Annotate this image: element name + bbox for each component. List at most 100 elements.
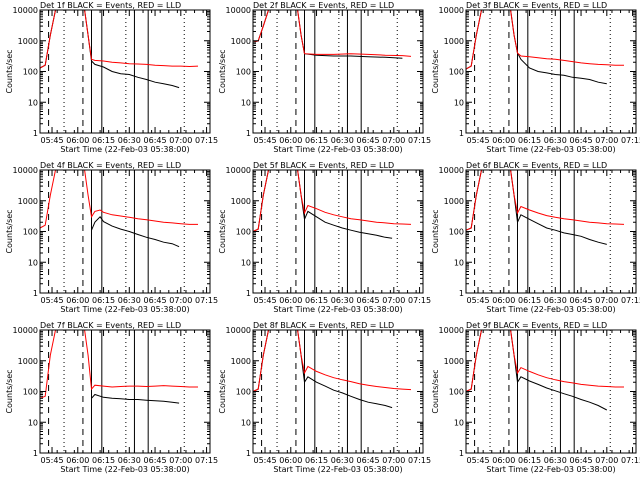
x-tick-label: 06:00 [279, 296, 302, 305]
x-axis-label: Start Time (22-Feb-03 05:38:00) [60, 305, 189, 314]
y-tick-label: 10000 [439, 6, 464, 15]
x-tick-label: 06:15 [518, 136, 541, 145]
x-tick-label: 07:15 [621, 296, 640, 305]
x-tick-label: 06:30 [544, 136, 567, 145]
x-tick-label: 06:00 [66, 296, 89, 305]
x-axis-label: Start Time (22-Feb-03 05:38:00) [273, 305, 402, 314]
x-tick-label: 06:45 [144, 136, 167, 145]
series-lld-line [39, 329, 198, 399]
x-tick-label: 07:00 [382, 296, 405, 305]
y-tick-label: 10 [241, 418, 251, 427]
y-tick-label: 100 [23, 228, 38, 237]
x-tick-label: 07:00 [169, 296, 192, 305]
x-tick-label: 06:15 [305, 456, 328, 465]
chart-title: Det 8f BLACK = Events, RED = LLD [253, 321, 394, 330]
chart-title: Det 3f BLACK = Events, RED = LLD [466, 1, 607, 10]
x-tick-label: 06:30 [118, 296, 141, 305]
series-events-line [465, 9, 607, 85]
x-tick-label: 06:30 [331, 296, 354, 305]
y-tick-label: 1 [246, 449, 251, 458]
y-tick-label: 1 [459, 129, 464, 138]
x-tick-label: 05:45 [466, 136, 489, 145]
y-tick-label: 1 [459, 449, 464, 458]
y-tick-label: 10 [28, 98, 38, 107]
x-tick-label: 07:15 [621, 456, 640, 465]
x-axis-label: Start Time (22-Feb-03 05:38:00) [486, 305, 615, 314]
y-tick-label: 1000 [231, 357, 251, 366]
chart-panel: Det 2f BLACK = Events, RED = LLD 1 10 100 10… [218, 1, 431, 154]
x-tick-label: 06:45 [570, 296, 593, 305]
x-tick-label: 06:15 [92, 456, 115, 465]
y-tick-label: 1 [246, 289, 251, 298]
series-events-line [465, 169, 607, 245]
chart-panel: Det 5f BLACK = Events, RED = LLD 1 10 100 10… [218, 161, 431, 314]
y-tick-label: 100 [236, 228, 251, 237]
x-tick-label: 06:00 [279, 136, 302, 145]
x-tick-label: 06:15 [92, 136, 115, 145]
x-tick-label: 07:00 [169, 136, 192, 145]
y-tick-label: 1000 [18, 197, 38, 206]
y-tick-label: 100 [449, 388, 464, 397]
x-axis-label: Start Time (22-Feb-03 05:38:00) [486, 465, 615, 474]
x-tick-label: 06:30 [118, 456, 141, 465]
x-tick-label: 07:00 [595, 136, 618, 145]
y-tick-label: 10 [454, 258, 464, 267]
x-tick-label: 05:45 [40, 136, 63, 145]
y-tick-label: 100 [236, 388, 251, 397]
x-tick-label: 06:45 [357, 136, 380, 145]
x-tick-label: 05:45 [466, 456, 489, 465]
chart-title: Det 9f BLACK = Events, RED = LLD [466, 321, 607, 330]
x-tick-label: 06:30 [544, 296, 567, 305]
x-tick-label: 06:45 [144, 456, 167, 465]
x-tick-label: 07:15 [195, 296, 218, 305]
y-tick-label: 100 [23, 68, 38, 77]
y-tick-label: 1000 [444, 357, 464, 366]
x-axis-label: Start Time (22-Feb-03 05:38:00) [486, 145, 615, 154]
series-lld-line [252, 9, 412, 57]
y-tick-label: 10 [241, 258, 251, 267]
x-axis-label: Start Time (22-Feb-03 05:38:00) [273, 465, 402, 474]
x-axis-label: Start Time (22-Feb-03 05:38:00) [60, 145, 189, 154]
x-tick-label: 06:45 [357, 456, 380, 465]
series-lld-line [465, 169, 625, 231]
y-axis-label: Counts/sec [218, 369, 227, 413]
y-tick-label: 10000 [13, 166, 38, 175]
y-tick-label: 10 [241, 98, 251, 107]
series-events-line [465, 329, 608, 411]
x-tick-label: 05:45 [40, 296, 63, 305]
y-tick-label: 1 [459, 289, 464, 298]
chart-panel: Det 1f BLACK = Events, RED = LLD 1 10 100 10… [5, 1, 218, 154]
chart-title: Det 7f BLACK = Events, RED = LLD [40, 321, 181, 330]
x-tick-label: 07:00 [595, 456, 618, 465]
y-tick-label: 1000 [231, 197, 251, 206]
y-tick-label: 10000 [13, 326, 38, 335]
x-tick-label: 06:30 [331, 136, 354, 145]
x-tick-label: 05:45 [466, 296, 489, 305]
series-events-line [91, 393, 180, 404]
chart-panel: Det 3f BLACK = Events, RED = LLD 1 10 100 10… [431, 1, 640, 154]
x-tick-label: 07:15 [621, 136, 640, 145]
y-tick-label: 1000 [18, 37, 38, 46]
y-tick-label: 1000 [18, 357, 38, 366]
y-tick-label: 100 [23, 388, 38, 397]
series-events-line [91, 216, 180, 248]
y-tick-label: 10000 [13, 6, 38, 15]
chart-title: Det 2f BLACK = Events, RED = LLD [253, 1, 394, 10]
x-tick-label: 06:15 [518, 296, 541, 305]
y-tick-label: 1000 [444, 197, 464, 206]
chart-panel: Det 6f BLACK = Events, RED = LLD 1 10 100 10… [431, 161, 640, 314]
x-tick-label: 05:45 [253, 456, 276, 465]
x-tick-label: 05:45 [253, 136, 276, 145]
y-axis-label: Counts/sec [218, 209, 227, 253]
chart-panel: Det 9f BLACK = Events, RED = LLD 1 10 100 10… [431, 321, 640, 474]
chart-title: Det 1f BLACK = Events, RED = LLD [40, 1, 181, 10]
x-tick-label: 07:15 [408, 136, 431, 145]
y-tick-label: 1 [33, 129, 38, 138]
series-events-line [39, 9, 180, 89]
x-tick-label: 07:00 [169, 456, 192, 465]
y-tick-label: 10 [454, 418, 464, 427]
x-tick-label: 06:00 [279, 456, 302, 465]
series-events-line [252, 329, 393, 409]
y-axis-label: Counts/sec [5, 369, 14, 413]
